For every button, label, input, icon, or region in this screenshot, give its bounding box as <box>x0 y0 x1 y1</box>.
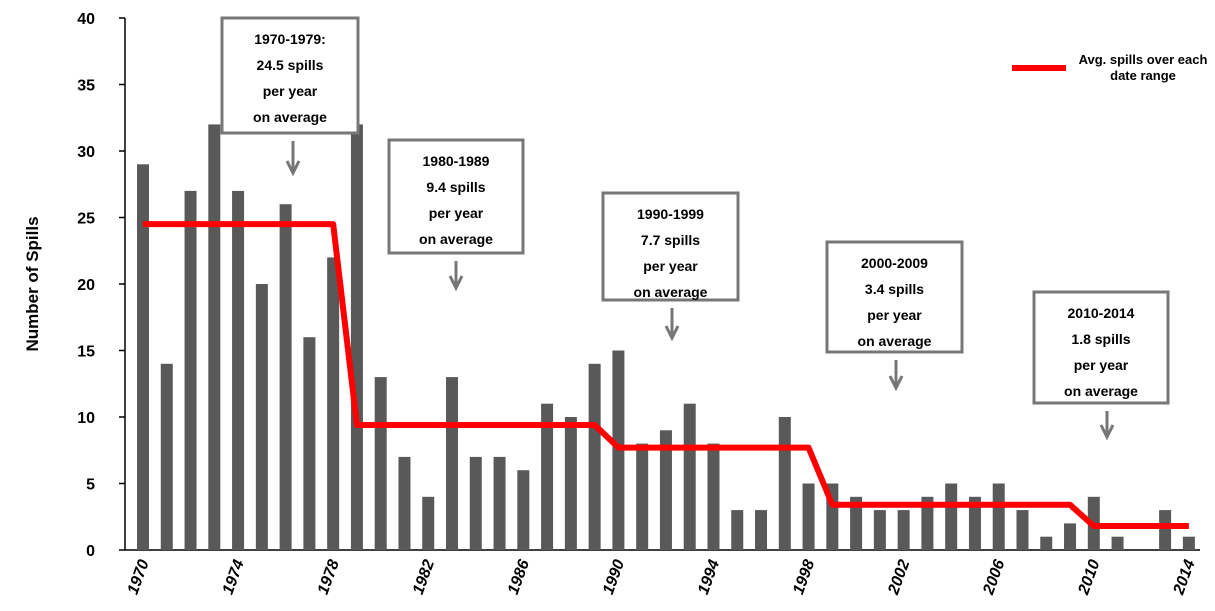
bar <box>517 470 530 550</box>
bar <box>659 430 672 550</box>
bar <box>1040 536 1053 550</box>
annotation-text: 1990-1999 <box>637 206 704 222</box>
annotation-text: 1980-1989 <box>423 153 490 169</box>
annotation-arrowhead <box>448 275 464 292</box>
annotation-text: 2000-2009 <box>861 255 928 271</box>
annotation-text: 9.4 spills <box>426 179 485 195</box>
x-tick-label: 2010 <box>1075 557 1104 597</box>
annotation-text: per year <box>867 307 922 323</box>
x-tick-label: 2014 <box>1170 557 1199 597</box>
bar <box>850 496 863 550</box>
annotation-box <box>220 16 360 135</box>
bar <box>1182 536 1195 550</box>
x-tick-label: 1990 <box>600 557 628 596</box>
annotation-arrowhead <box>1099 424 1115 441</box>
y-tick-label: 30 <box>77 144 95 161</box>
bar <box>160 363 173 550</box>
annotation-text: 1.8 spills <box>1071 331 1130 347</box>
bar <box>945 483 958 550</box>
bar <box>208 124 221 551</box>
x-tick-label: 1998 <box>790 557 818 596</box>
annotation-text: per year <box>429 205 484 221</box>
x-tick-label: 1994 <box>695 557 723 596</box>
bar <box>564 417 577 550</box>
y-tick-label: 10 <box>77 410 95 427</box>
x-tick-label: 1986 <box>505 557 533 596</box>
annotation-text: on average <box>634 284 708 300</box>
y-tick-label: 35 <box>77 78 95 95</box>
bar <box>992 483 1005 550</box>
annotation-text: on average <box>1064 383 1138 399</box>
y-tick-label: 25 <box>77 211 95 228</box>
annotation-box <box>601 191 740 302</box>
annotation-text: 2010-2014 <box>1068 305 1135 321</box>
x-tick-label: 1970 <box>125 557 153 596</box>
bar <box>636 443 649 550</box>
annotation-text: 24.5 spills <box>257 57 324 73</box>
annotation-arrowhead <box>285 160 301 177</box>
bar <box>184 190 197 550</box>
bar <box>446 377 459 550</box>
x-tick-label: 1982 <box>410 557 438 596</box>
bar <box>873 510 886 550</box>
bar <box>1159 510 1172 550</box>
annotation-text: per year <box>643 258 698 274</box>
y-axis-label: Number of Spills <box>23 216 42 351</box>
average-line <box>143 221 1189 530</box>
y-tick-label: 5 <box>86 477 95 494</box>
annotation-box <box>1032 290 1170 405</box>
annotation-text: 3.4 spills <box>865 281 924 297</box>
bar <box>968 496 981 550</box>
bar <box>1016 510 1029 550</box>
annotation-box <box>387 138 525 255</box>
bar <box>541 403 554 550</box>
annotation-text: on average <box>253 109 327 125</box>
x-tick-label: 1974 <box>220 557 248 596</box>
annotation-text: per year <box>1074 357 1129 373</box>
annotation-text: 1970-1979: <box>254 31 326 47</box>
bar <box>683 403 696 550</box>
bar <box>778 417 791 550</box>
annotation-arrowhead <box>888 375 904 392</box>
bar <box>1111 536 1124 550</box>
annotation-text: 7.7 spills <box>641 232 700 248</box>
bar <box>398 456 411 550</box>
bar <box>327 257 340 550</box>
bar <box>493 456 506 550</box>
bar <box>755 510 768 550</box>
y-tick-label: 40 <box>77 11 95 28</box>
bar <box>232 190 245 550</box>
bar <box>731 510 744 550</box>
bar <box>802 483 815 550</box>
y-tick-label: 0 <box>86 543 95 560</box>
bar <box>422 496 435 550</box>
annotation-arrowhead <box>664 325 680 342</box>
bar <box>137 164 149 551</box>
annotation-box <box>825 240 964 354</box>
x-tick-label: 2006 <box>980 557 1009 597</box>
y-tick-label: 20 <box>77 277 95 294</box>
bar <box>469 456 482 550</box>
bar <box>255 284 268 550</box>
x-tick-label: 1978 <box>315 557 343 596</box>
bar <box>921 496 934 550</box>
bar <box>279 204 292 550</box>
bar <box>707 443 720 550</box>
bar <box>350 124 363 551</box>
y-tick-label: 15 <box>77 344 95 361</box>
legend-label: Avg. spills over each date range <box>1078 52 1208 83</box>
annotation-text: on average <box>419 231 493 247</box>
bar <box>897 510 910 550</box>
x-tick-label: 2002 <box>885 557 914 597</box>
bar <box>1064 523 1077 550</box>
bar <box>588 363 601 550</box>
annotation-text: per year <box>263 83 318 99</box>
bar <box>374 377 387 550</box>
bar <box>303 337 316 550</box>
annotation-text: on average <box>858 333 932 349</box>
